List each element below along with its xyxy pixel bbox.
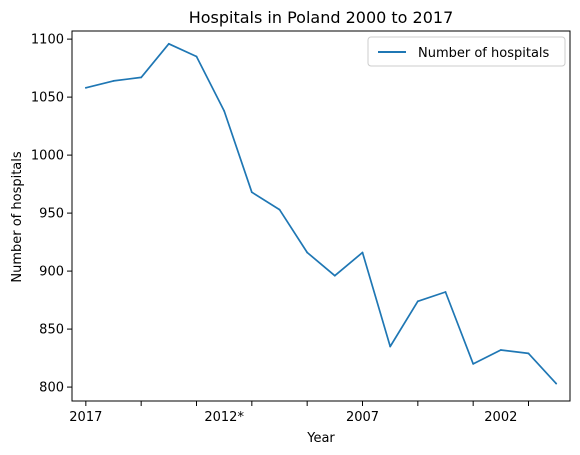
data-point — [167, 42, 170, 45]
data-point — [444, 291, 447, 293]
y-tick-label: 1100 — [31, 33, 64, 48]
x-tick-label: 2012* — [204, 410, 244, 425]
x-tick-label: 2017 — [69, 410, 102, 425]
plot-area — [84, 42, 558, 385]
y-axis: 800 850 900 950 1000 1050 1100 — [31, 33, 72, 396]
legend: Number of hospitals — [367, 36, 566, 67]
data-point — [416, 300, 419, 303]
x-axis-title: Year — [306, 431, 335, 446]
series-line — [85, 42, 557, 385]
data-point — [250, 191, 253, 194]
data-point — [389, 345, 392, 348]
data-point — [361, 251, 364, 254]
data-point — [223, 110, 226, 112]
data-point — [333, 274, 336, 277]
data-point — [499, 349, 502, 351]
axes-frame — [71, 30, 571, 402]
legend-label: Number of hospitals — [418, 46, 550, 61]
y-tick-label: 950 — [39, 207, 64, 222]
x-axis: 2017 2012* 2007 2002 — [69, 401, 529, 425]
x-tick-label: 2002 — [484, 410, 517, 425]
data-point — [472, 362, 475, 365]
y-axis-title: Number of hospitals — [10, 151, 25, 283]
data-point — [84, 86, 87, 89]
y-tick-label: 900 — [39, 265, 64, 280]
y-tick-label: 1000 — [31, 149, 64, 164]
data-point — [195, 55, 198, 58]
chart-title: Hospitals in Poland 2000 to 2017 — [189, 8, 454, 27]
plot-frame — [71, 30, 571, 402]
data-point — [527, 352, 530, 355]
x-tick-label: 2007 — [346, 410, 379, 425]
data-point — [306, 251, 309, 254]
legend-box — [367, 36, 566, 67]
y-tick-label: 1050 — [31, 91, 64, 106]
data-point — [555, 382, 558, 385]
data-point — [140, 76, 143, 79]
y-tick-label: 800 — [39, 381, 64, 396]
data-point — [112, 79, 115, 82]
y-tick-label: 850 — [39, 323, 64, 338]
data-point — [278, 208, 281, 211]
